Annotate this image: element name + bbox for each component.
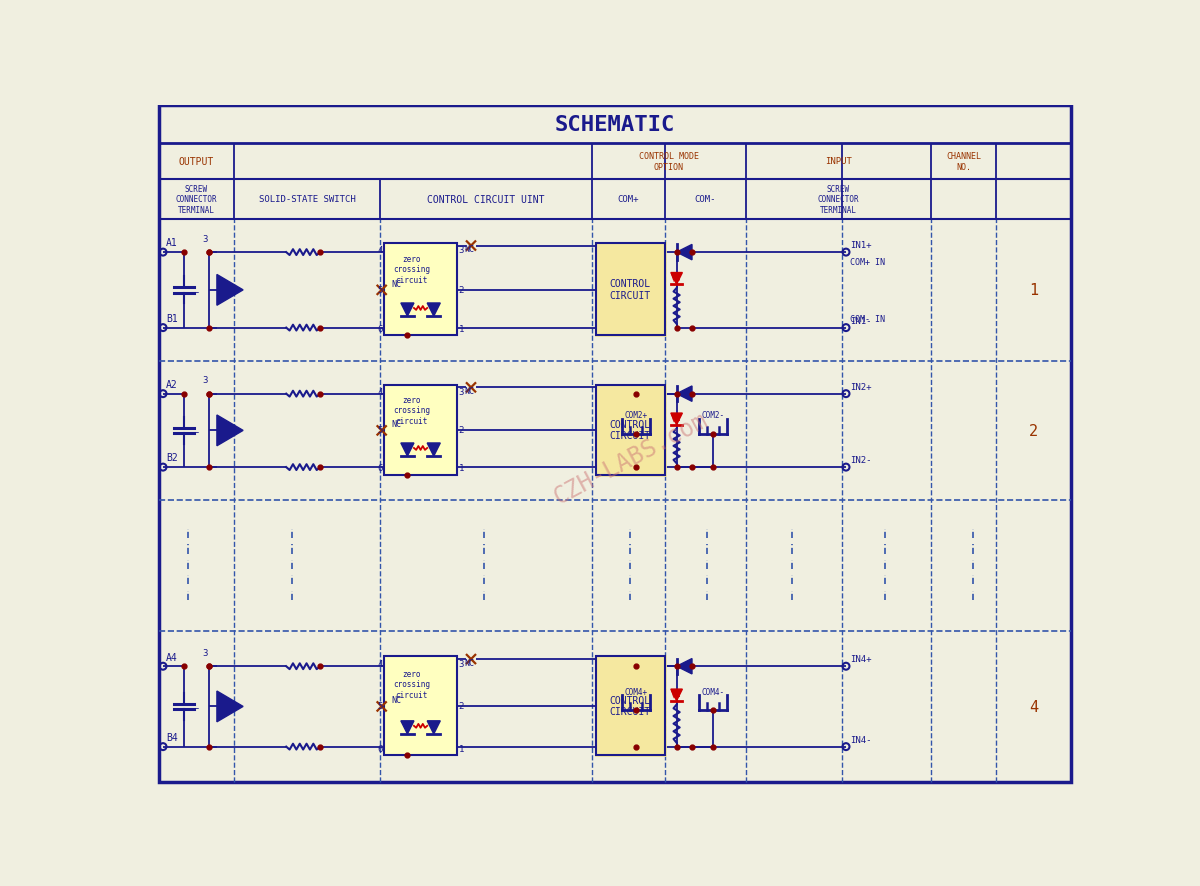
Text: COM+: COM+ [618,195,640,204]
Text: zero
crossing
circuit: zero crossing circuit [394,669,431,699]
Text: SCHEMATIC: SCHEMATIC [554,115,676,136]
Text: CHANNEL
NO.: CHANNEL NO. [946,152,980,171]
Text: SOLID-STATE SWITCH: SOLID-STATE SWITCH [259,195,355,204]
Bar [384,657,457,755]
Text: IN1-: IN1- [850,316,871,325]
Text: 4: 4 [377,659,383,668]
Text: CONTROL
CIRCUIT: CONTROL CIRCUIT [610,279,650,300]
Text: OUTPUT: OUTPUT [179,157,214,167]
Text: 1: 1 [458,325,464,334]
Text: B1: B1 [166,314,178,323]
Text: B4: B4 [166,732,178,742]
Bar [595,385,665,475]
Text: 3: 3 [203,649,208,657]
Text: NC: NC [391,279,401,288]
Text: 4: 4 [377,387,383,397]
Text: NC: NC [464,387,474,396]
Text: 1: 1 [458,464,464,473]
Text: NC: NC [464,658,474,667]
Text: 4: 4 [377,246,383,255]
Polygon shape [401,721,414,734]
Text: zero
crossing
circuit: zero crossing circuit [394,395,431,425]
Text: 3: 3 [458,246,464,255]
Text: 2: 2 [458,702,464,711]
Text: COM4-: COM4- [702,687,725,696]
Text: SCREW
CONNECTOR
TERMINAL: SCREW CONNECTOR TERMINAL [817,184,859,214]
Text: 3: 3 [458,659,464,668]
Text: COM+ IN: COM+ IN [850,258,884,267]
Polygon shape [401,304,414,316]
Bar [384,385,457,475]
Text: COM-: COM- [695,195,716,204]
Text: CZH-LABS.com: CZH-LABS.com [550,408,712,509]
Text: A4: A4 [166,652,178,662]
Text: INPUT: INPUT [824,157,852,167]
Text: CONTROL CIRCUIT UINT: CONTROL CIRCUIT UINT [427,194,545,205]
Text: CONTROL
CIRCUIT: CONTROL CIRCUIT [610,419,650,441]
Text: -: - [193,703,200,712]
Text: IN4+: IN4+ [850,655,871,664]
Text: 6: 6 [377,325,383,334]
Text: CONTROL MODE
OPTION: CONTROL MODE OPTION [638,152,698,171]
Polygon shape [401,444,414,456]
Text: NC: NC [391,420,401,429]
Polygon shape [671,414,683,425]
Bar [384,244,457,336]
Polygon shape [671,273,683,284]
Text: SCREW
CONNECTOR
TERMINAL: SCREW CONNECTOR TERMINAL [175,184,217,214]
Text: 2: 2 [1028,424,1038,439]
Polygon shape [677,659,692,674]
Text: 5: 5 [377,425,383,435]
Polygon shape [217,416,244,447]
Polygon shape [427,304,440,316]
Text: 1: 1 [1028,283,1038,298]
Bar [595,657,665,755]
Text: IN2-: IN2- [850,455,871,464]
Polygon shape [677,245,692,260]
Text: 3: 3 [203,235,208,244]
Bar [595,657,665,755]
Text: COM- IN: COM- IN [850,315,884,323]
Text: 6: 6 [377,464,383,473]
Text: A1: A1 [166,238,178,248]
Text: 4: 4 [1028,699,1038,714]
Text: A2: A2 [166,379,178,390]
Text: COM2+: COM2+ [625,411,648,420]
Text: -: - [193,286,200,296]
Polygon shape [427,721,440,734]
Polygon shape [217,691,244,722]
Text: IN1+: IN1+ [850,241,871,250]
Text: zero
crossing
circuit: zero crossing circuit [394,254,431,284]
Text: COM4+: COM4+ [625,687,648,696]
Text: 3: 3 [203,376,208,385]
Text: NC: NC [391,696,401,704]
Text: IN2+: IN2+ [850,382,871,391]
Bar [595,385,665,475]
Text: 6: 6 [377,744,383,753]
Text: 5: 5 [377,702,383,711]
Text: NC: NC [464,245,474,254]
Text: 5: 5 [377,285,383,294]
Polygon shape [217,276,244,306]
Text: 2: 2 [458,425,464,435]
Text: 3: 3 [458,387,464,397]
Text: 2: 2 [458,285,464,294]
Text: -: - [193,427,200,437]
Polygon shape [427,444,440,456]
Text: 1: 1 [458,744,464,753]
Text: IN4-: IN4- [850,734,871,743]
Bar [595,244,665,336]
Text: CONTROL
CIRCUIT: CONTROL CIRCUIT [610,696,650,717]
Bar [595,244,665,336]
Text: COM2-: COM2- [702,411,725,420]
Polygon shape [677,386,692,402]
Text: B2: B2 [166,453,178,463]
Polygon shape [671,689,683,701]
